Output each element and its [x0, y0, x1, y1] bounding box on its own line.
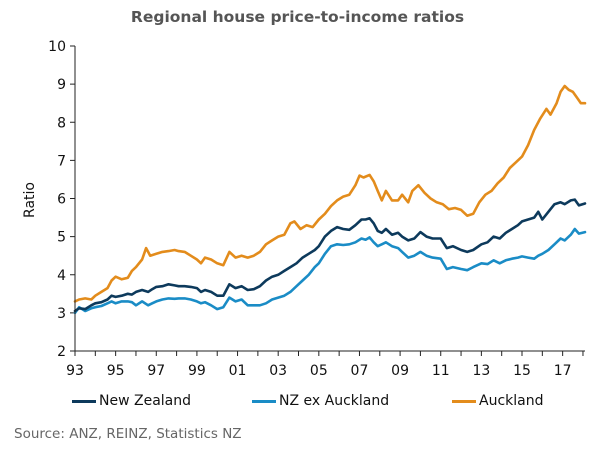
x-tick-label: 03	[269, 363, 287, 379]
y-tick-label: 5	[57, 230, 66, 246]
source-note: Source: ANZ, REINZ, Statistics NZ	[14, 426, 242, 442]
x-tick-label: 99	[188, 363, 206, 379]
chart-title: Regional house price-to-income ratios	[130, 8, 465, 26]
legend-swatch-auckland	[452, 399, 476, 403]
y-tick-label: 8	[57, 115, 66, 131]
series-line-nz-ex-auckland	[73, 227, 587, 315]
x-tick-label: 97	[147, 363, 165, 379]
y-tick-label: 6	[57, 192, 66, 208]
x-tick-label: 95	[107, 363, 125, 379]
legend-item-nz-ex-auckland: NZ ex Auckland	[252, 390, 389, 412]
x-tick-label: 17	[554, 363, 572, 379]
y-axis-title: Ratio	[22, 182, 38, 218]
x-tick-label: 09	[391, 363, 409, 379]
legend-item-new-zealand: New Zealand	[72, 390, 191, 412]
legend-label-nz-ex-auckland: NZ ex Auckland	[279, 393, 390, 409]
legend-item-auckland: Auckland	[452, 390, 543, 412]
y-tick-label: 10	[48, 39, 66, 55]
y-tick-label: 2	[57, 344, 66, 360]
x-tick-label: 93	[66, 363, 84, 379]
legend-label-auckland: Auckland	[479, 393, 544, 409]
series-line-auckland	[73, 84, 587, 303]
x-tick-label: 11	[432, 363, 450, 379]
y-tick-label: 7	[57, 153, 66, 169]
y-tick-label: 9	[57, 77, 66, 93]
series-line-new-zealand	[73, 198, 587, 313]
x-tick-label: 15	[513, 363, 531, 379]
legend-swatch-new-zealand	[72, 399, 96, 403]
x-tick-label: 13	[472, 363, 490, 379]
y-axis-ticks: 2 3 4 5 6 7 8 9 10	[48, 39, 75, 360]
legend-label-new-zealand: New Zealand	[99, 393, 191, 409]
x-axis-ticks: 93 95 97 99 01 03 05 07 09 11 13 15 17	[66, 351, 584, 379]
chart-plot: 2 3 4 5 6 7 8 9 10 93 95 97 99 01 03 05 07 09 11 13 15 17 Ra…	[22, 39, 587, 379]
x-tick-label: 05	[310, 363, 328, 379]
x-tick-label: 01	[229, 363, 247, 379]
legend: New Zealand NZ ex Auckland Auckland	[0, 390, 595, 412]
series-layer	[73, 84, 587, 315]
y-tick-label: 4	[57, 268, 66, 284]
x-tick-label: 07	[351, 363, 369, 379]
legend-swatch-nz-ex-auckland	[252, 399, 276, 403]
y-tick-label: 3	[57, 306, 66, 322]
